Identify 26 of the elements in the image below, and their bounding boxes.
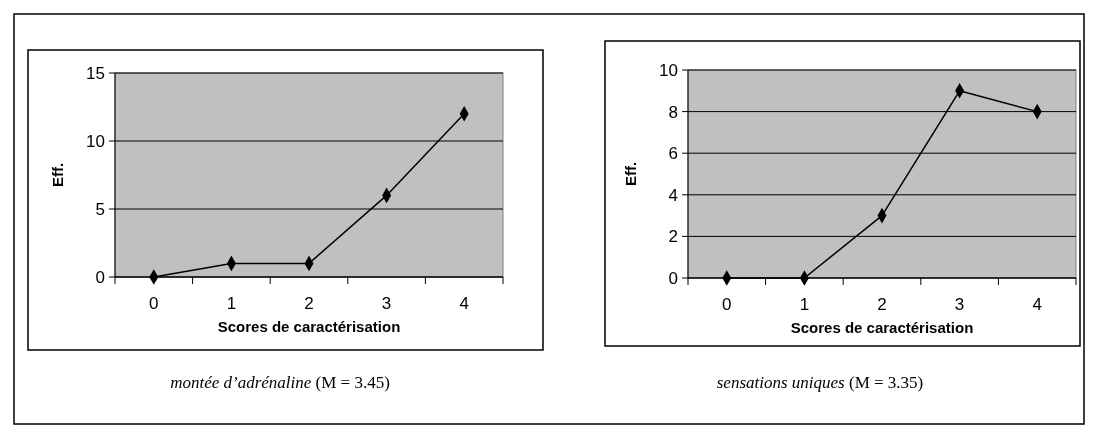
x-axis-title: Scores de caractérisation (217, 318, 401, 335)
y-axis-title: Eff. (622, 161, 639, 187)
y-tick-label: 15 (86, 63, 105, 83)
x-tick-label: 3 (954, 295, 965, 314)
y-tick-label: 8 (668, 102, 678, 122)
x-tick-label: 1 (799, 295, 810, 314)
y-tick-label: 10 (659, 60, 678, 80)
x-tick-label: 2 (877, 295, 887, 314)
y-axis-title: Eff. (49, 162, 66, 188)
y-tick-label: 5 (95, 199, 105, 219)
y-tick-label: 6 (668, 144, 678, 164)
x-tick-label: 1 (226, 294, 237, 313)
x-tick-label: 4 (459, 294, 469, 313)
y-tick-label: 2 (668, 227, 678, 247)
y-tick-label: 10 (86, 131, 105, 151)
text: sensations uniques (M = 3.35) (716, 373, 924, 392)
x-tick-label: 0 (149, 294, 159, 313)
x-tick-label: 0 (722, 295, 732, 314)
x-axis-title: Scores de caractérisation (790, 319, 974, 336)
x-tick-label: 3 (381, 294, 392, 313)
text: montée d’adrénaline (M = 3.45) (170, 373, 390, 392)
y-tick-label: 0 (95, 267, 105, 287)
y-tick-label: 0 (668, 268, 678, 288)
y-tick-label: 4 (668, 185, 678, 205)
x-tick-label: 4 (1032, 295, 1042, 314)
x-tick-label: 2 (304, 294, 314, 313)
